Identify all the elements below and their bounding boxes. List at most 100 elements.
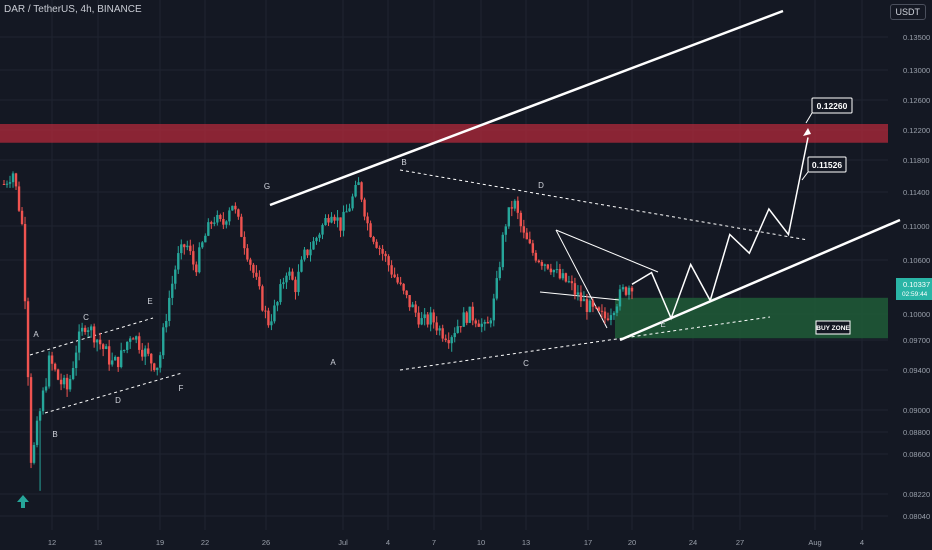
candle-body: [384, 253, 387, 257]
target-label-1-text: 0.12260: [817, 101, 848, 111]
y-tick-label: 0.10600: [903, 256, 930, 265]
candle-body: [291, 271, 294, 280]
candle-body: [429, 312, 432, 325]
wave-label-c: C: [523, 359, 529, 368]
candle-body: [405, 290, 408, 296]
candle-body: [513, 200, 517, 209]
currency-button[interactable]: USDT: [889, 4, 926, 20]
wedge-left: [555, 229, 608, 329]
y-axis: 0.13500 0.13000 0.12600 0.12200 0.11800 0.114…: [896, 33, 932, 521]
candle-body: [204, 235, 207, 243]
candle-body: [501, 234, 504, 268]
candle-body: [240, 216, 243, 237]
candle-body: [582, 299, 586, 302]
candle-body: [198, 247, 201, 273]
candle-body: [585, 299, 589, 312]
candle-body: [564, 273, 568, 282]
candle-body: [237, 209, 240, 217]
y-tick-label: 0.08600: [903, 450, 930, 459]
candle-body: [144, 348, 147, 357]
y-tick-label: 0.12200: [903, 126, 930, 135]
candle-body: [89, 326, 93, 331]
symbol-title: DAR / TetherUS, 4h, BINANCE: [4, 4, 142, 15]
y-tick-label: 0.09400: [903, 366, 930, 375]
candle-body: [450, 337, 453, 344]
candle-body: [465, 312, 468, 323]
candle-body: [474, 320, 477, 324]
candle-body: [222, 218, 225, 225]
target-label-2: 0.11526: [807, 156, 847, 173]
candle-body: [267, 310, 270, 326]
candle-body: [441, 328, 444, 339]
candle-body: [261, 286, 264, 311]
candle-body: [411, 304, 414, 308]
candle-body: [119, 350, 123, 368]
candle-body: [414, 304, 417, 313]
wave-label-d: D: [538, 181, 544, 190]
candle-body: [20, 210, 24, 225]
candle-body: [525, 232, 529, 240]
x-tick-label: 7: [432, 538, 436, 547]
candle-body: [576, 292, 580, 295]
candle-body: [387, 256, 390, 266]
y-tick-label: 0.10000: [903, 310, 930, 319]
candle-body: [77, 331, 81, 353]
candle-body: [504, 226, 507, 235]
candle-body: [2, 184, 6, 185]
candle-body: [315, 237, 318, 242]
candle-body: [510, 207, 514, 209]
projected-path: [631, 137, 809, 321]
candle-body: [171, 283, 174, 298]
candle-body: [420, 318, 423, 325]
price-tag: 0.10337 02:59:44: [896, 278, 932, 300]
lower-channel-line: [619, 218, 901, 342]
candle-body: [621, 287, 625, 290]
candle-body: [303, 249, 306, 260]
candle-body: [543, 264, 547, 266]
target-label-1: 0.12260: [811, 97, 853, 114]
x-tick-label: Aug: [808, 538, 821, 547]
candle-body: [246, 248, 249, 260]
resistance-zone: [0, 124, 888, 143]
candle-body: [228, 210, 231, 222]
x-axis: 12 15 19 22 26 Jul 4 7 10 13 17 20 24 27 Aug 4: [48, 538, 864, 547]
candle-body: [357, 182, 360, 186]
candle-body: [234, 205, 237, 210]
candle-body: [381, 248, 384, 254]
candle-body: [282, 282, 285, 285]
candle-body: [603, 311, 607, 319]
candle-body: [594, 306, 598, 308]
y-tick-label: 0.11800: [903, 156, 930, 165]
candle-body: [339, 217, 342, 231]
candle-body: [92, 326, 96, 343]
annotations: 0.12260 0.11526 BUY ZONE: [17, 97, 853, 508]
y-tick-label: 0.08220: [903, 490, 930, 499]
candle-body: [207, 222, 210, 236]
candle-body: [255, 272, 258, 277]
descending-dashed-line: [399, 169, 809, 241]
y-tick-label: 0.13000: [903, 66, 930, 75]
candle-body: [168, 297, 171, 321]
wave-label-c: C: [83, 313, 89, 322]
candle-body: [192, 251, 195, 265]
candle-body: [549, 268, 553, 273]
y-tick-label: 0.13500: [903, 33, 930, 42]
wave-label-g: G: [264, 182, 270, 191]
target-label-2-text: 0.11526: [812, 160, 843, 170]
wave-label-d: D: [115, 396, 121, 405]
x-tick-label: 26: [262, 538, 270, 547]
candle-body: [300, 259, 303, 272]
candle-body: [50, 355, 54, 364]
candle-body: [462, 312, 465, 327]
candle-body: [135, 336, 138, 340]
candle-body: [396, 277, 399, 283]
candle-body: [354, 185, 357, 197]
candle-body: [363, 199, 366, 217]
x-tick-label: 4: [860, 538, 864, 547]
candle-body: [624, 287, 628, 295]
candle-body: [531, 243, 535, 253]
candle-body: [516, 200, 520, 213]
x-tick-label: 13: [522, 538, 530, 547]
candle-body: [8, 182, 12, 184]
